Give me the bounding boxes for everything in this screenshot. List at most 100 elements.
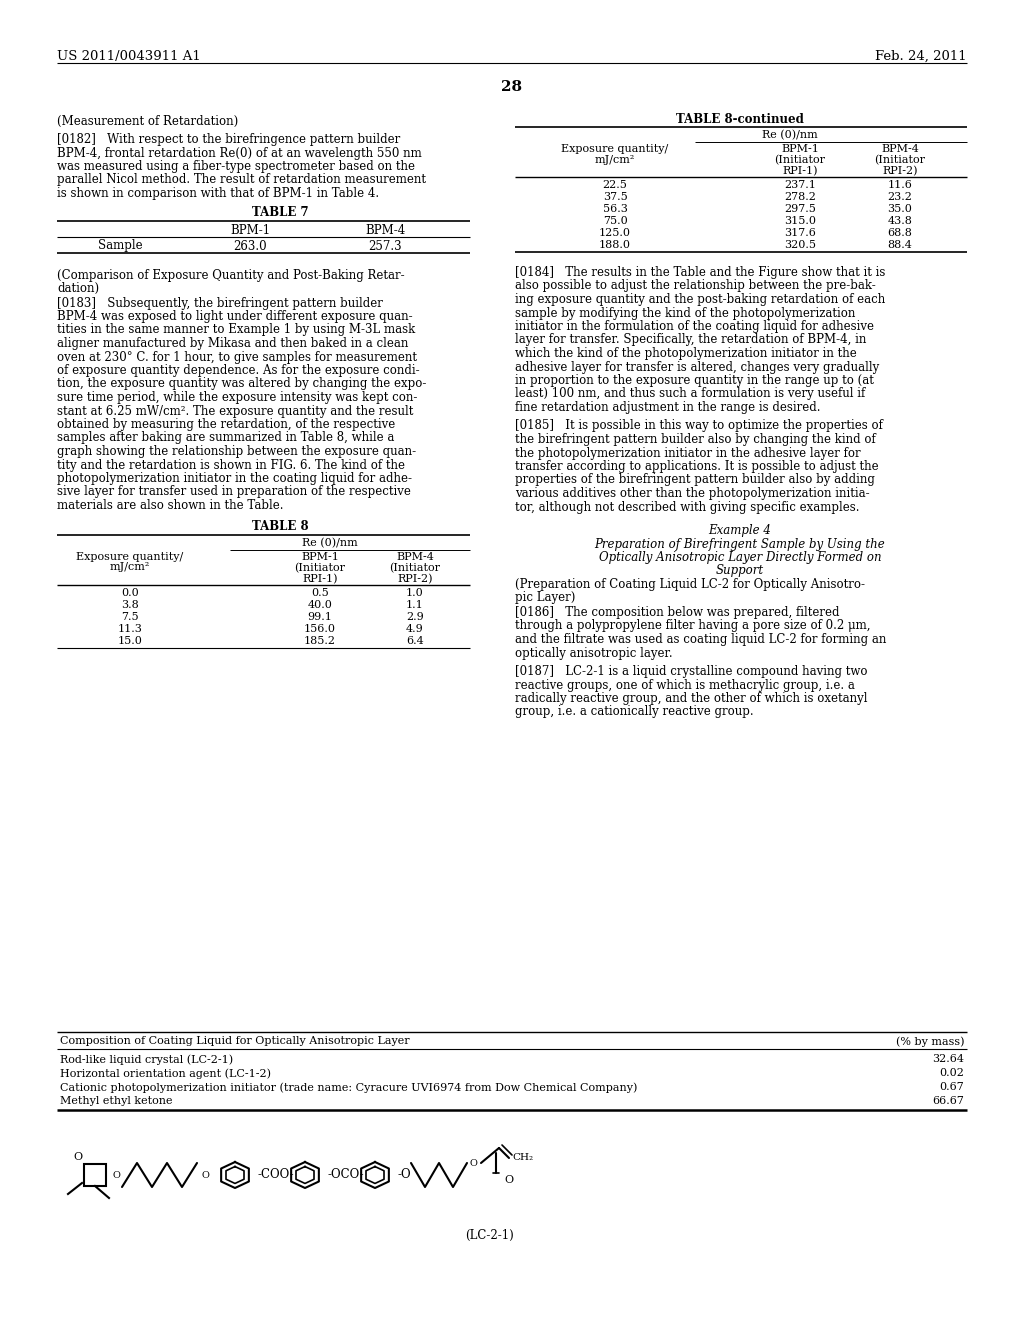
Text: 68.8: 68.8 bbox=[888, 228, 912, 238]
Text: Optically Anisotropic Layer Directly Formed on: Optically Anisotropic Layer Directly For… bbox=[599, 550, 882, 564]
Text: (LC-2-1): (LC-2-1) bbox=[466, 1229, 514, 1242]
Text: 297.5: 297.5 bbox=[784, 205, 816, 214]
Text: BPM-4: BPM-4 bbox=[396, 552, 434, 561]
Text: is shown in comparison with that of BPM-1 in Table 4.: is shown in comparison with that of BPM-… bbox=[57, 187, 379, 201]
Text: 28: 28 bbox=[502, 81, 522, 94]
Text: least) 100 nm, and thus such a formulation is very useful if: least) 100 nm, and thus such a formulati… bbox=[515, 388, 865, 400]
Text: layer for transfer. Specifically, the retardation of BPM-4, in: layer for transfer. Specifically, the re… bbox=[515, 334, 866, 346]
Text: TABLE 8-continued: TABLE 8-continued bbox=[676, 114, 804, 125]
Bar bbox=[84, 1164, 106, 1185]
Text: Composition of Coating Liquid for Optically Anisotropic Layer: Composition of Coating Liquid for Optica… bbox=[60, 1036, 410, 1045]
Text: 0.67: 0.67 bbox=[939, 1082, 964, 1092]
Text: parallel Nicol method. The result of retardation measurement: parallel Nicol method. The result of ret… bbox=[57, 173, 426, 186]
Text: 56.3: 56.3 bbox=[602, 205, 628, 214]
Text: 278.2: 278.2 bbox=[784, 191, 816, 202]
Text: tor, although not described with giving specific examples.: tor, although not described with giving … bbox=[515, 500, 859, 513]
Text: O: O bbox=[112, 1171, 120, 1180]
Text: Re (0)/nm: Re (0)/nm bbox=[762, 129, 818, 140]
Text: 125.0: 125.0 bbox=[599, 228, 631, 238]
Text: [0185]   It is possible in this way to optimize the properties of: [0185] It is possible in this way to opt… bbox=[515, 420, 883, 433]
Text: in proportion to the exposure quantity in the range up to (at: in proportion to the exposure quantity i… bbox=[515, 374, 873, 387]
Text: CH₂: CH₂ bbox=[512, 1154, 534, 1163]
Text: 0.02: 0.02 bbox=[939, 1068, 964, 1078]
Text: [0182]   With respect to the birefringence pattern builder: [0182] With respect to the birefringence… bbox=[57, 133, 400, 147]
Text: BPM-4, frontal retardation Re(0) of at an wavelength 550 nm: BPM-4, frontal retardation Re(0) of at a… bbox=[57, 147, 422, 160]
Text: Feb. 24, 2011: Feb. 24, 2011 bbox=[876, 50, 967, 63]
Text: O: O bbox=[504, 1175, 513, 1185]
Text: (% by mass): (% by mass) bbox=[896, 1036, 964, 1047]
Text: 315.0: 315.0 bbox=[784, 216, 816, 226]
Text: stant at 6.25 mW/cm². The exposure quantity and the result: stant at 6.25 mW/cm². The exposure quant… bbox=[57, 404, 414, 417]
Text: 3.8: 3.8 bbox=[121, 599, 139, 610]
Text: optically anisotropic layer.: optically anisotropic layer. bbox=[515, 647, 673, 660]
Text: ing exposure quantity and the post-baking retardation of each: ing exposure quantity and the post-bakin… bbox=[515, 293, 886, 306]
Text: Preparation of Birefringent Sample by Using the: Preparation of Birefringent Sample by Us… bbox=[595, 539, 886, 550]
Text: [0183]   Subsequently, the birefringent pattern builder: [0183] Subsequently, the birefringent pa… bbox=[57, 297, 383, 309]
Text: BPM-4: BPM-4 bbox=[881, 144, 919, 154]
Text: RPI-1): RPI-1) bbox=[302, 573, 338, 583]
Text: (Initiator: (Initiator bbox=[295, 562, 345, 573]
Text: (Initiator: (Initiator bbox=[874, 154, 926, 165]
Text: mJ/cm²: mJ/cm² bbox=[110, 562, 151, 573]
Text: 237.1: 237.1 bbox=[784, 180, 816, 190]
Text: RPI-1): RPI-1) bbox=[782, 166, 818, 177]
Text: 257.3: 257.3 bbox=[369, 239, 401, 252]
Text: 156.0: 156.0 bbox=[304, 623, 336, 634]
Text: which the kind of the photopolymerization initiator in the: which the kind of the photopolymerizatio… bbox=[515, 347, 857, 360]
Text: BPM-4: BPM-4 bbox=[365, 223, 406, 236]
Text: 35.0: 35.0 bbox=[888, 205, 912, 214]
Text: reactive groups, one of which is methacrylic group, i.e. a: reactive groups, one of which is methacr… bbox=[515, 678, 855, 692]
Text: the birefringent pattern builder also by changing the kind of: the birefringent pattern builder also by… bbox=[515, 433, 876, 446]
Text: 22.5: 22.5 bbox=[602, 180, 628, 190]
Text: 88.4: 88.4 bbox=[888, 240, 912, 249]
Text: BPM-1: BPM-1 bbox=[301, 552, 339, 561]
Text: group, i.e. a cationically reactive group.: group, i.e. a cationically reactive grou… bbox=[515, 705, 754, 718]
Text: 43.8: 43.8 bbox=[888, 216, 912, 226]
Text: -OCO-: -OCO- bbox=[327, 1168, 364, 1181]
Text: obtained by measuring the retardation, of the respective: obtained by measuring the retardation, o… bbox=[57, 418, 395, 432]
Text: dation): dation) bbox=[57, 281, 99, 294]
Text: Rod-like liquid crystal (LC-2-1): Rod-like liquid crystal (LC-2-1) bbox=[60, 1053, 233, 1064]
Text: 11.3: 11.3 bbox=[118, 623, 142, 634]
Text: the photopolymerization initiator in the adhesive layer for: the photopolymerization initiator in the… bbox=[515, 446, 860, 459]
Text: 1.1: 1.1 bbox=[407, 599, 424, 610]
Text: properties of the birefringent pattern builder also by adding: properties of the birefringent pattern b… bbox=[515, 474, 874, 487]
Text: O: O bbox=[201, 1171, 209, 1180]
Text: TABLE 7: TABLE 7 bbox=[252, 206, 308, 219]
Text: through a polypropylene filter having a pore size of 0.2 μm,: through a polypropylene filter having a … bbox=[515, 619, 870, 632]
Text: US 2011/0043911 A1: US 2011/0043911 A1 bbox=[57, 50, 201, 63]
Text: BPM-1: BPM-1 bbox=[230, 223, 270, 236]
Text: BPM-1: BPM-1 bbox=[781, 144, 819, 154]
Text: Horizontal orientation agent (LC-1-2): Horizontal orientation agent (LC-1-2) bbox=[60, 1068, 271, 1078]
Text: Cationic photopolymerization initiator (trade name: Cyracure UVI6974 from Dow Ch: Cationic photopolymerization initiator (… bbox=[60, 1082, 637, 1093]
Text: (Measurement of Retardation): (Measurement of Retardation) bbox=[57, 115, 239, 128]
Text: 6.4: 6.4 bbox=[407, 635, 424, 645]
Text: tity and the retardation is shown in FIG. 6. The kind of the: tity and the retardation is shown in FIG… bbox=[57, 458, 406, 471]
Text: materials are also shown in the Table.: materials are also shown in the Table. bbox=[57, 499, 284, 512]
Text: (Preparation of Coating Liquid LC-2 for Optically Anisotro-: (Preparation of Coating Liquid LC-2 for … bbox=[515, 578, 865, 591]
Text: 317.6: 317.6 bbox=[784, 228, 816, 238]
Text: Exposure quantity/: Exposure quantity/ bbox=[77, 552, 183, 561]
Text: 37.5: 37.5 bbox=[603, 191, 628, 202]
Text: O: O bbox=[469, 1159, 477, 1167]
Text: 188.0: 188.0 bbox=[599, 240, 631, 249]
Text: 40.0: 40.0 bbox=[307, 599, 333, 610]
Text: initiator in the formulation of the coating liquid for adhesive: initiator in the formulation of the coat… bbox=[515, 319, 874, 333]
Text: [0186]   The composition below was prepared, filtered: [0186] The composition below was prepare… bbox=[515, 606, 840, 619]
Text: adhesive layer for transfer is altered, changes very gradually: adhesive layer for transfer is altered, … bbox=[515, 360, 880, 374]
Text: fine retardation adjustment in the range is desired.: fine retardation adjustment in the range… bbox=[515, 401, 820, 414]
Text: 0.0: 0.0 bbox=[121, 587, 139, 598]
Text: RPI-2): RPI-2) bbox=[397, 573, 433, 583]
Text: Support: Support bbox=[716, 564, 764, 577]
Text: 32.64: 32.64 bbox=[932, 1053, 964, 1064]
Text: BPM-4 was exposed to light under different exposure quan-: BPM-4 was exposed to light under differe… bbox=[57, 310, 413, 323]
Text: of exposure quantity dependence. As for the exposure condi-: of exposure quantity dependence. As for … bbox=[57, 364, 420, 378]
Text: [0184]   The results in the Table and the Figure show that it is: [0184] The results in the Table and the … bbox=[515, 267, 886, 279]
Text: 7.5: 7.5 bbox=[121, 611, 139, 622]
Text: 185.2: 185.2 bbox=[304, 635, 336, 645]
Text: graph showing the relationship between the exposure quan-: graph showing the relationship between t… bbox=[57, 445, 416, 458]
Text: 75.0: 75.0 bbox=[603, 216, 628, 226]
Text: 1.0: 1.0 bbox=[407, 587, 424, 598]
Text: RPI-2): RPI-2) bbox=[883, 166, 918, 177]
Text: [0187]   LC-2-1 is a liquid crystalline compound having two: [0187] LC-2-1 is a liquid crystalline co… bbox=[515, 665, 867, 678]
